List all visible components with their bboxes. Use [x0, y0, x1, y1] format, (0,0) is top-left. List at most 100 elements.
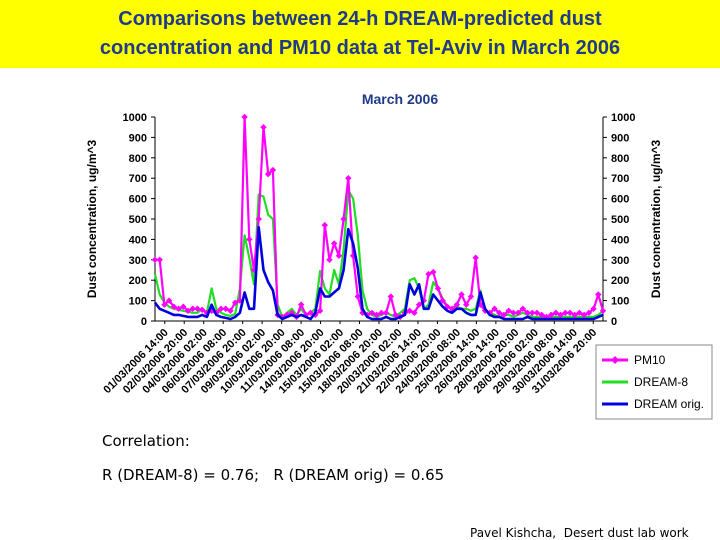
pm10-data-point	[260, 124, 267, 131]
y-tick-label-right: 400	[611, 234, 629, 246]
y-tick-label-left: 500	[129, 214, 147, 226]
pm10-data-point	[425, 270, 432, 278]
pm10-data-point	[335, 252, 343, 259]
slide-title-line-2: concentration and PM10 data at Tel-Aviv …	[99, 37, 621, 59]
pm10-data-point	[269, 166, 277, 174]
pm10-data-point	[189, 305, 196, 312]
pm10-data-point	[599, 307, 607, 314]
pm10-data-point	[406, 307, 413, 314]
pm10-data-point	[453, 301, 461, 308]
legend-label: DREAM-8	[634, 375, 688, 389]
pm10-data-point	[562, 309, 569, 317]
y-tick-label-left: 800	[129, 153, 147, 165]
pm10-data-point	[307, 309, 314, 317]
pm10-data-point	[439, 297, 446, 304]
y-tick-label-left: 100	[129, 296, 147, 308]
pm10-data-point	[500, 311, 508, 319]
pm10-data-point	[519, 305, 527, 312]
y-tick-label-left: 1000	[123, 112, 147, 124]
pm10-data-point	[180, 303, 187, 310]
pm10-data-point	[505, 307, 512, 314]
y-tick-label-right: 600	[611, 194, 629, 206]
y-axis-title-left: Dust concentration, ug/m^3	[85, 139, 99, 298]
pm10-data-point	[222, 305, 229, 312]
author-credit: Pavel Kishcha, Desert dust lab work	[470, 526, 689, 540]
legend-marker	[611, 356, 619, 364]
y-tick-label-right: 100	[611, 296, 629, 308]
y-tick-label-right: 200	[611, 275, 629, 287]
y-tick-label-right: 300	[611, 255, 629, 267]
pm10-data-point	[340, 215, 347, 223]
pm10-data-point	[316, 307, 324, 314]
pm10-data-point	[241, 113, 248, 121]
pm10-data-point	[580, 311, 588, 319]
pm10-data-point	[411, 309, 418, 317]
y-tick-label-left: 600	[129, 194, 147, 206]
series-line-dream-orig-	[153, 225, 604, 321]
pm10-data-point	[510, 309, 517, 317]
chart-title: March 2006	[362, 91, 438, 107]
title-banner: Comparisons between 24-h DREAM-predicted…	[0, 0, 720, 68]
y-tick-label-right: 500	[611, 214, 629, 226]
series-line-pm10	[155, 115, 605, 318]
y-tick-label-right: 1000	[611, 112, 635, 124]
pm10-data-point	[496, 309, 503, 317]
pm10-data-point	[170, 303, 178, 310]
pm10-data-point	[529, 309, 536, 317]
pm10-data-point	[590, 305, 597, 312]
y-tick-label-left: 900	[129, 132, 147, 144]
pm10-data-point	[165, 297, 173, 304]
pm10-data-point	[264, 170, 272, 178]
series-line-dream-8	[153, 189, 604, 318]
pm10-data-point	[345, 175, 352, 182]
pm10-data-point	[368, 309, 376, 317]
y-tick-label-right: 900	[611, 132, 629, 144]
y-tick-label-right: 0	[611, 316, 617, 328]
pm10-data-point	[430, 268, 437, 276]
pm10-data-point	[538, 311, 545, 319]
pm10-data-point	[217, 305, 225, 312]
pm10-data-point	[297, 301, 305, 308]
pm10-data-point	[151, 256, 159, 263]
y-tick-label-right: 700	[611, 173, 629, 185]
pm10-data-point	[392, 311, 399, 319]
pm10-data-point	[467, 293, 475, 300]
correlation-label: Correlation:	[102, 432, 190, 450]
pm10-data-point	[354, 293, 361, 300]
pm10-data-point	[458, 291, 465, 298]
pm10-data-point	[373, 311, 380, 319]
y-tick-label-left: 400	[129, 234, 147, 246]
pm10-data-point	[576, 309, 583, 317]
pm10-data-point	[547, 311, 555, 319]
pm10-data-point	[175, 305, 182, 312]
pm10-data-point	[156, 256, 163, 263]
pm10-data-point	[231, 299, 239, 306]
pm10-data-point	[533, 309, 541, 317]
slide-title-line-1: Comparisons between 24-h DREAM-predicted…	[118, 8, 602, 30]
y-tick-label-left: 700	[129, 173, 147, 185]
pm10-data-point	[595, 291, 602, 298]
pm10-data-point	[331, 240, 338, 247]
pm10-data-point	[552, 309, 560, 317]
pm10-data-point	[184, 307, 192, 314]
pm10-data-point	[434, 285, 442, 292]
pm10-data-point	[571, 311, 578, 319]
pm10-data-point	[491, 305, 498, 312]
pm10-data-point	[198, 306, 206, 313]
pm10-data-point	[472, 254, 479, 261]
pm10-data-point	[246, 236, 253, 243]
legend-label: DREAM orig.	[634, 397, 704, 411]
y-tick-label-left: 200	[129, 275, 147, 287]
pm10-data-point	[161, 301, 168, 308]
pm10-data-point	[557, 311, 564, 319]
pm10-data-point	[524, 309, 531, 317]
pm10-data-point	[585, 309, 593, 317]
legend-label: PM10	[634, 353, 666, 367]
pm10-data-point	[463, 301, 470, 308]
y-tick-label-left: 0	[141, 316, 147, 328]
pm10-data-point	[255, 215, 262, 223]
pm10-data-point	[194, 305, 201, 312]
y-tick-label-right: 800	[611, 153, 629, 165]
pm10-data-point	[387, 293, 394, 300]
